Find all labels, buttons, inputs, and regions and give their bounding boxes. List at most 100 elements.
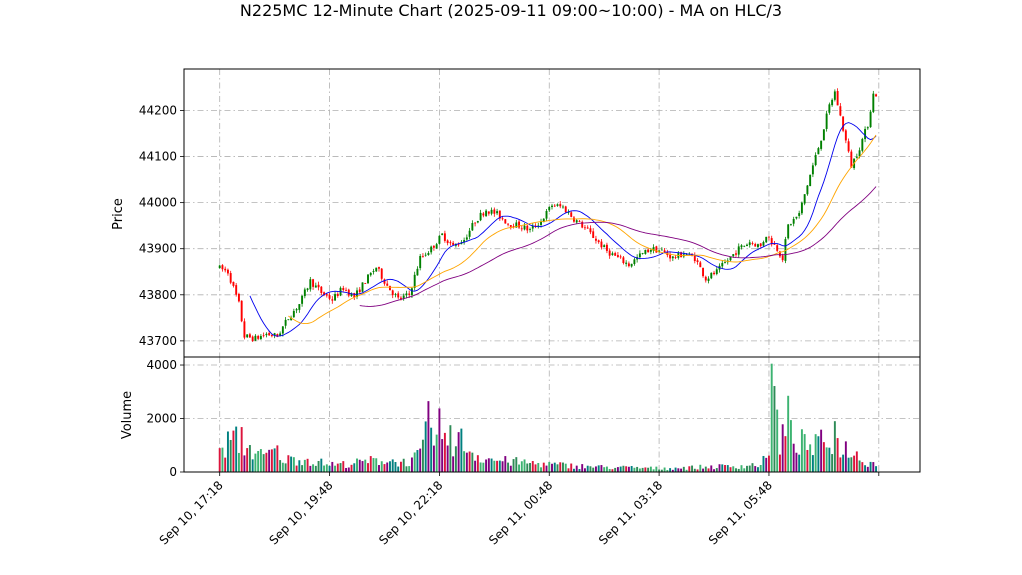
volume-bar <box>446 445 449 472</box>
volume-bar <box>449 425 452 472</box>
candle-body <box>312 279 315 287</box>
candle-body <box>776 245 779 251</box>
candle-body <box>540 221 542 225</box>
price-y-axis: 43700 43800 43900 44000 44100 44200 <box>139 103 184 348</box>
candle-body <box>399 297 402 299</box>
volume-bar <box>432 445 435 472</box>
volume-bar <box>869 461 872 472</box>
candle-body <box>842 116 845 131</box>
volume-bar <box>501 461 504 472</box>
candle-body <box>251 336 254 341</box>
candle-body <box>674 257 677 258</box>
volume-bar <box>551 463 553 472</box>
volume-bar <box>468 451 471 472</box>
volume-bar <box>836 438 839 472</box>
candle-body <box>375 267 378 272</box>
candle-body <box>325 294 328 296</box>
volume-bar <box>586 465 589 472</box>
price-tick-label: 43700 <box>139 334 177 348</box>
candle-body <box>468 230 471 237</box>
price-tick-label: 44000 <box>139 196 177 210</box>
volume-bar <box>441 439 444 472</box>
candle-body <box>702 267 705 277</box>
candle-body <box>405 293 408 296</box>
candle-body <box>501 218 504 220</box>
volume-bar <box>567 468 570 472</box>
volume-bar <box>323 465 326 472</box>
time-tick-label: Sep 10, 19:48 <box>266 478 335 547</box>
candle-body <box>320 286 323 294</box>
candle-body <box>647 249 650 253</box>
candle-body <box>345 289 347 291</box>
volume-bar <box>474 460 477 472</box>
candle-body <box>364 283 367 285</box>
volume-bar <box>232 430 235 472</box>
candle-body <box>224 268 227 271</box>
volume-bar <box>279 460 282 472</box>
candle-body <box>811 165 814 175</box>
candle-body <box>416 268 419 276</box>
candle-body <box>490 209 493 214</box>
volume-bar <box>268 449 271 472</box>
candle-body <box>759 243 762 247</box>
candle-body <box>605 244 608 251</box>
volume-bar <box>605 466 608 472</box>
candle-body <box>751 243 754 244</box>
candle-body <box>864 128 867 140</box>
volume-bar <box>740 465 743 472</box>
candle-body <box>509 225 512 227</box>
volume-bar <box>811 455 814 472</box>
candle-body <box>575 220 578 223</box>
volume-bar <box>254 453 257 472</box>
volume-bar <box>257 451 260 472</box>
candle-body <box>778 251 781 257</box>
candle-body <box>603 245 606 248</box>
volume-bar <box>410 457 413 472</box>
candle-body <box>817 148 820 155</box>
volume-bar <box>243 455 246 472</box>
candle-body <box>427 253 430 255</box>
candle-body <box>334 294 337 301</box>
volume-bar <box>314 465 317 472</box>
candle-body <box>504 219 507 224</box>
volume-bars <box>218 363 878 472</box>
volume-bar <box>594 466 597 472</box>
volume-bar <box>800 429 803 472</box>
volume-bar <box>270 449 273 472</box>
candle-body <box>369 272 372 276</box>
candle-body <box>556 204 559 206</box>
candle-body <box>732 254 735 257</box>
volume-bar <box>677 468 680 472</box>
volume-bar <box>787 395 790 472</box>
candle-body <box>273 333 276 336</box>
candle-body <box>309 279 312 290</box>
volume-bar <box>721 464 724 472</box>
candle-body <box>581 221 584 228</box>
volume-bar <box>515 457 518 472</box>
candle-body <box>430 246 433 253</box>
volume-bar <box>751 463 754 472</box>
candle-body <box>314 285 317 288</box>
candle-body <box>641 253 644 254</box>
candle-body <box>839 106 842 116</box>
candle-body <box>875 94 878 97</box>
volume-bar <box>647 467 650 472</box>
volume-bar <box>383 464 386 472</box>
candle-body <box>389 285 391 291</box>
candle-body <box>754 243 757 247</box>
volume-axis-label: Volume <box>120 391 135 439</box>
volume-bar <box>726 465 729 472</box>
candle-body <box>592 231 595 238</box>
volume-bar <box>765 457 768 472</box>
price-grid <box>184 69 920 357</box>
volume-bar <box>295 465 298 472</box>
volume-bar <box>221 447 224 472</box>
candle-body <box>397 293 400 298</box>
candle-body <box>850 151 853 168</box>
candle-body <box>235 285 238 295</box>
candle-body <box>529 229 531 230</box>
volume-bar <box>820 429 823 472</box>
candle-body <box>614 253 617 256</box>
candle-body <box>336 293 339 296</box>
candle-body <box>487 211 490 214</box>
